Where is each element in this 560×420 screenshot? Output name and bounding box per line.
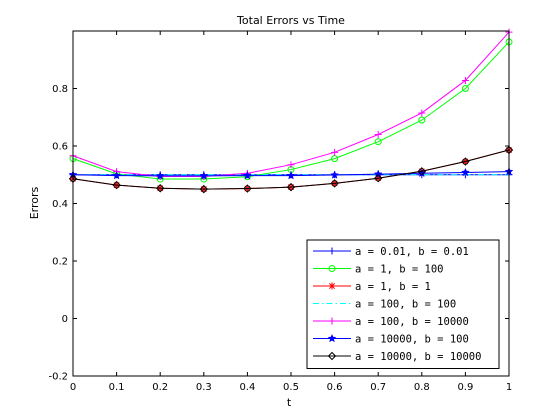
data-point <box>373 169 383 178</box>
x-tick-label: 0.1 <box>109 382 125 393</box>
data-point <box>199 184 209 194</box>
data-point <box>330 170 340 179</box>
legend-entry: a = 10000, b = 100 <box>313 334 469 346</box>
y-tick-label: 0.6 <box>52 142 68 153</box>
legend-entry: a = 10000, b = 10000 <box>313 351 481 363</box>
data-point <box>287 161 295 169</box>
legend-label: a = 1, b = 1 <box>355 281 431 293</box>
data-point <box>331 148 339 156</box>
series-6 <box>68 166 514 180</box>
data-point <box>330 179 339 188</box>
data-point <box>286 182 296 192</box>
legend-marker <box>328 282 336 290</box>
legend-marker <box>328 247 336 255</box>
data-point <box>418 116 426 124</box>
legend-entry: a = 0.01, b = 0.01 <box>313 246 469 258</box>
x-tick-label: 0.7 <box>370 382 386 393</box>
legend-entry: a = 1, b = 1 <box>313 281 431 293</box>
data-point <box>461 157 470 166</box>
legend-label: a = 100, b = 10000 <box>355 316 469 328</box>
legend-label: a = 10000, b = 100 <box>355 334 469 346</box>
data-point <box>243 184 252 193</box>
data-point <box>242 170 252 180</box>
legend-label: a = 1, b = 100 <box>355 264 444 276</box>
data-point <box>417 167 427 176</box>
data-point <box>374 131 382 138</box>
legend-marker <box>328 317 336 325</box>
ticks-layer: 0 0.1 0.2 0.3 0.4 0.5 0.6 0.7 0.8 0.9 1-0.200.20.4… <box>48 31 512 393</box>
data-point <box>155 184 165 193</box>
x-tick-label: 1 <box>506 382 512 393</box>
legend-label: a = 0.01, b = 0.01 <box>355 246 469 258</box>
data-point <box>155 171 165 180</box>
series-line <box>72 41 510 180</box>
legend-entry: a = 1, b = 100 <box>313 264 444 276</box>
x-tick-label: 0.5 <box>283 382 299 393</box>
legend-entry: a = 100, b = 100 <box>313 299 456 311</box>
chart-title: Total Errors vs Time <box>236 14 345 27</box>
x-tick-label: 0.8 <box>414 382 430 393</box>
y-tick-label: 0.8 <box>52 84 68 95</box>
legend-box <box>306 239 500 369</box>
data-point <box>460 167 470 177</box>
y-axis-label: Errors <box>28 186 41 219</box>
legend-entry: a = 100, b = 10000 <box>313 316 469 328</box>
y-tick-label: -0.2 <box>48 372 68 383</box>
legend-label: a = 10000, b = 10000 <box>355 351 481 363</box>
x-tick-label: 0.9 <box>457 382 473 393</box>
x-tick-label: 0.4 <box>239 382 255 393</box>
series-line <box>72 149 510 190</box>
x-tick-label: 0.2 <box>152 382 168 393</box>
series-layer <box>68 28 514 194</box>
data-point <box>461 85 469 92</box>
data-point <box>373 173 383 183</box>
data-point <box>199 171 209 180</box>
data-point <box>418 109 426 117</box>
y-tick-label: 0.2 <box>52 257 68 268</box>
y-tick-label: 0.4 <box>52 199 68 210</box>
data-point <box>286 170 296 180</box>
legend: a = 0.01, b = 0.01 a = 1, b = 100 a = 1, b… <box>306 239 500 369</box>
data-point <box>112 180 121 190</box>
data-point <box>374 138 382 146</box>
y-tick-label: 0 <box>62 314 68 325</box>
x-tick-label: 0.3 <box>196 382 212 393</box>
data-point <box>112 170 122 180</box>
x-tick-label: 0.6 <box>327 382 343 393</box>
x-axis-label: t <box>287 396 292 409</box>
x-tick-label: 0 <box>70 382 76 393</box>
legend-marker <box>327 333 337 343</box>
data-point <box>461 76 469 84</box>
legend-marker <box>328 265 336 272</box>
legend-label: a = 100, b = 100 <box>355 299 456 311</box>
legend-marker <box>327 351 337 361</box>
